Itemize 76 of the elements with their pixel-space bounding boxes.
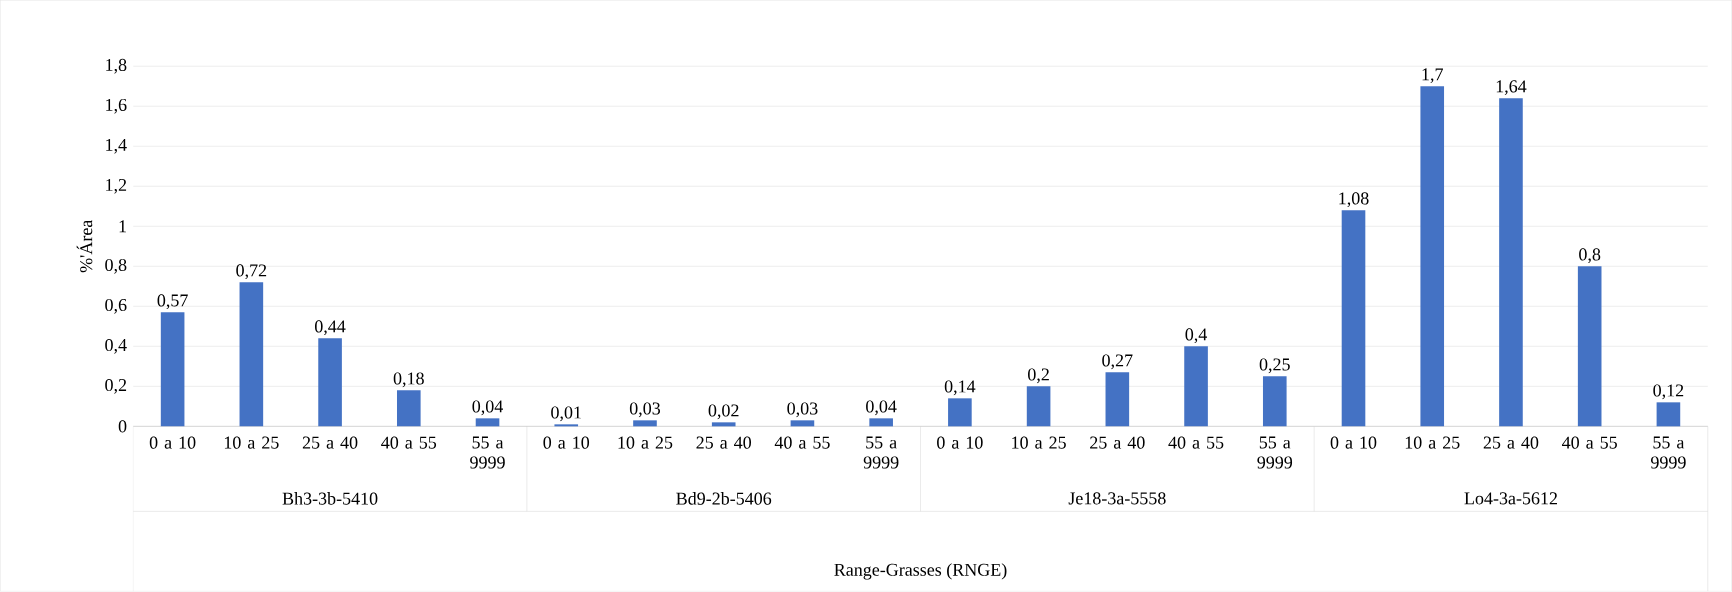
y-tick-label: 1 — [119, 220, 126, 233]
text: Je18-3a-5558 — [1068, 492, 1166, 505]
data-label: 0,72 — [236, 264, 267, 280]
y-tick-label: 1,8 — [106, 59, 127, 74]
data-label: 0,03 — [787, 402, 818, 418]
bar — [1420, 86, 1445, 427]
x-tick-label: 55 a 9999 — [863, 436, 899, 469]
x-tick-label: 0 a 10 — [937, 436, 983, 449]
text: Bh3-3b-5410 — [282, 492, 378, 505]
data-label: 0,14 — [944, 380, 976, 396]
x-tick-label: 0 a 10 — [149, 436, 196, 449]
data-label: 0,18 — [393, 372, 424, 388]
y-tick-label: 0,6 — [105, 299, 127, 314]
data-label: 0,57 — [157, 294, 188, 310]
bar — [1341, 210, 1366, 427]
x-tick-label: 10 a 25 — [1012, 436, 1066, 449]
data-label: 0,04 — [472, 400, 503, 416]
bar — [948, 398, 972, 427]
bar — [869, 418, 893, 427]
y-tick-label: 0 — [118, 420, 127, 433]
data-label: 0,2 — [1028, 368, 1049, 384]
data-label: 0,12 — [1653, 384, 1684, 400]
data-label: 0,27 — [1102, 354, 1133, 370]
y-tick-label: 0,2 — [105, 379, 127, 394]
data-label: 1,08 — [1339, 192, 1369, 208]
bar — [1656, 402, 1681, 427]
bar — [396, 390, 421, 427]
y-tick-label: 1,4 — [106, 139, 127, 154]
data-label: 0,02 — [708, 404, 739, 420]
bar — [1499, 98, 1523, 427]
bar — [790, 420, 815, 427]
data-label: 0,44 — [315, 320, 346, 336]
x-tick-label: 10 a 25 — [618, 436, 673, 449]
x-tick-label: 40 a 55 — [774, 436, 830, 449]
data-label: 1,7 — [1422, 68, 1443, 84]
bar — [1184, 346, 1208, 427]
bar — [1026, 386, 1051, 427]
y-tick-label: 0,8 — [105, 259, 127, 274]
x-tick-label: 40 a 55 — [1168, 436, 1224, 449]
x-tick-label: 25 a 40 — [696, 436, 752, 449]
data-label: 0,25 — [1259, 358, 1290, 374]
text: Bd9-2b-5406 — [676, 492, 772, 505]
data-label: 0,01 — [551, 406, 581, 422]
y-tick-label: 1,6 — [106, 99, 127, 114]
bar — [1105, 372, 1130, 427]
x-tick-label: 25 a 40 — [302, 436, 358, 449]
data-label: 0,4 — [1185, 328, 1208, 344]
text: Range-Grasses (RNGE) — [834, 563, 1007, 580]
x-tick-label: 55 a 9999 — [1257, 436, 1293, 469]
bar — [711, 422, 736, 427]
bar — [633, 420, 657, 427]
bar — [554, 424, 579, 427]
data-label: 0,04 — [866, 400, 897, 416]
data-label: 1,64 — [1496, 80, 1527, 96]
y-axis-title: %'Área — [76, 220, 93, 273]
bar — [239, 282, 264, 427]
bar — [1577, 266, 1602, 427]
x-tick-label: 0 a 10 — [1330, 436, 1377, 449]
data-label: 0,03 — [629, 402, 661, 418]
bar — [160, 312, 185, 427]
x-tick-label: 10 a 25 — [1405, 436, 1460, 449]
text: Lo4-3a-5612 — [1464, 492, 1557, 505]
x-tick-label: 40 a 55 — [1562, 436, 1617, 449]
x-tick-label: 55 a 9999 — [470, 436, 505, 469]
bar — [475, 418, 500, 427]
x-tick-label: 25 a 40 — [1483, 436, 1539, 449]
bar — [1262, 376, 1287, 427]
x-tick-label: 0 a 10 — [543, 436, 590, 449]
x-tick-label: 40 a 55 — [381, 436, 437, 449]
x-tick-label: 25 a 40 — [1090, 436, 1145, 449]
y-tick-label: 0,4 — [105, 339, 127, 354]
x-tick-label: 10 a 25 — [224, 436, 279, 449]
data-label: 0,8 — [1579, 248, 1601, 264]
x-tick-label: 55 a 9999 — [1650, 436, 1686, 469]
y-tick-label: 1,2 — [106, 179, 127, 194]
bar — [318, 338, 342, 427]
